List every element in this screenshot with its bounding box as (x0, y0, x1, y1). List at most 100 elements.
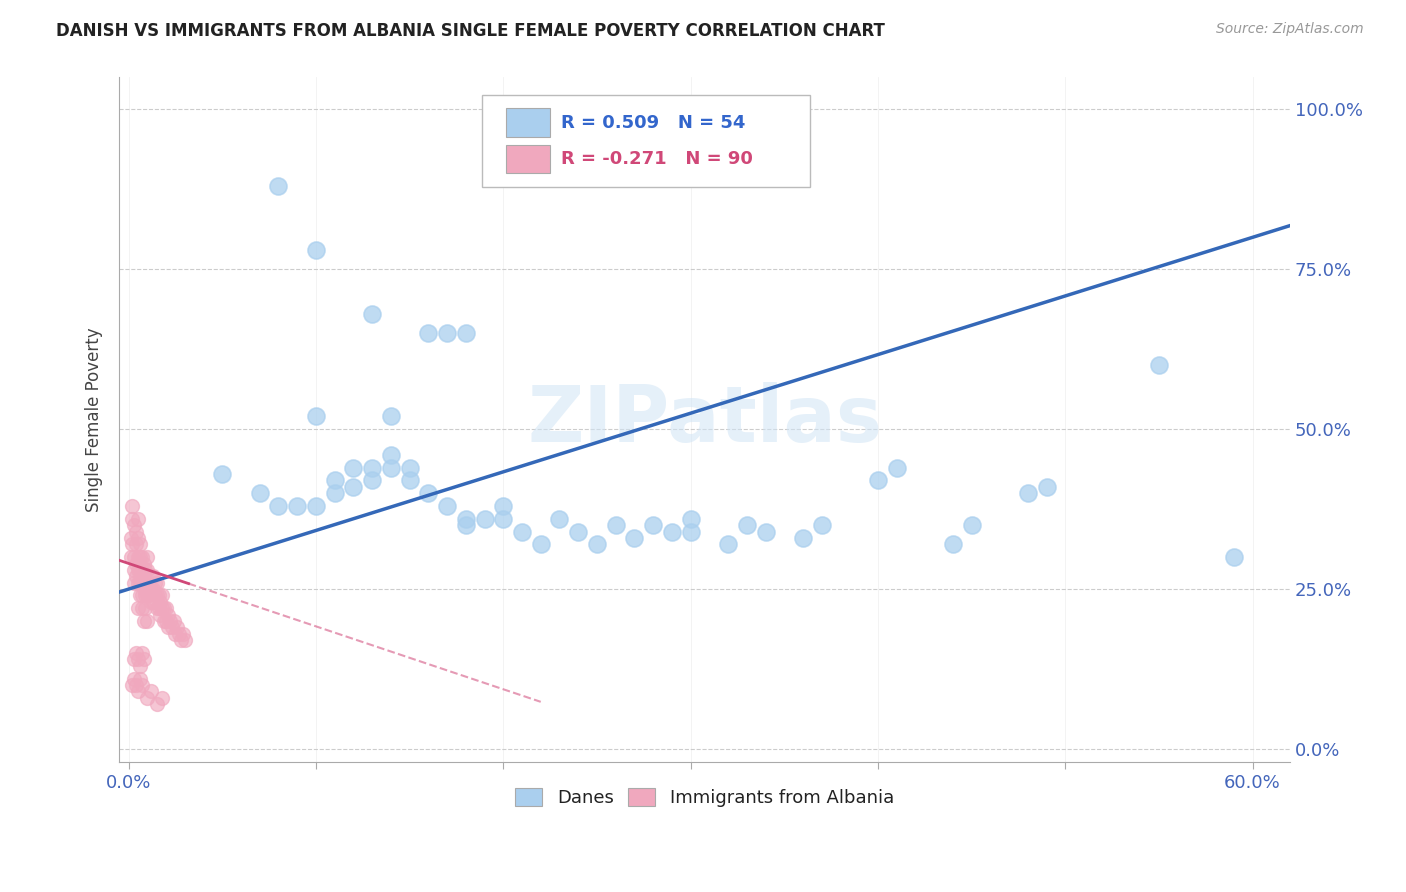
Point (121, 678, 143, 692)
Point (167, 627, 190, 641)
Point (131, 550, 153, 565)
Point (128, 537, 150, 551)
Point (342, 480, 364, 494)
Point (285, 499, 308, 513)
Point (170, 633, 193, 648)
Point (454, 326, 477, 341)
Point (150, 601, 173, 615)
Point (128, 550, 150, 565)
Point (136, 550, 159, 565)
Point (127, 601, 149, 615)
Point (454, 518, 477, 533)
Point (153, 601, 176, 615)
Point (211, 467, 233, 481)
Point (145, 575, 167, 590)
Point (149, 595, 172, 609)
Point (139, 595, 162, 609)
Point (121, 537, 143, 551)
Bar (506, 145, 550, 173)
Point (136, 614, 159, 628)
Point (361, 307, 384, 321)
Point (122, 672, 145, 686)
Point (305, 499, 328, 513)
Point (150, 589, 173, 603)
Point (143, 589, 166, 603)
Point (886, 460, 908, 475)
Point (121, 499, 143, 513)
Point (143, 575, 166, 590)
Point (249, 486, 271, 500)
Point (567, 524, 589, 539)
Point (139, 684, 162, 698)
Point (128, 672, 150, 686)
Point (134, 563, 156, 577)
Point (361, 474, 384, 488)
Point (136, 589, 159, 603)
Point (454, 512, 477, 526)
Point (530, 537, 553, 551)
Point (122, 575, 145, 590)
Point (134, 575, 156, 590)
Point (132, 652, 155, 666)
Point (679, 524, 702, 539)
Point (267, 179, 290, 194)
Point (136, 563, 159, 577)
Point (754, 524, 776, 539)
Point (156, 620, 179, 634)
Point (127, 550, 149, 565)
Point (866, 474, 889, 488)
Point (142, 582, 165, 596)
Point (361, 460, 384, 475)
Point (132, 569, 155, 583)
Point (267, 499, 290, 513)
Point (128, 575, 150, 590)
Point (643, 518, 665, 533)
Bar (506, 108, 550, 137)
Text: R = -0.271   N = 90: R = -0.271 N = 90 (561, 150, 752, 168)
Point (125, 569, 148, 583)
Point (380, 409, 402, 424)
Point (160, 620, 183, 634)
Point (127, 512, 149, 526)
Point (127, 684, 149, 698)
Point (121, 512, 143, 526)
Point (323, 474, 346, 488)
Point (1147, 358, 1170, 372)
Point (136, 690, 159, 705)
Point (166, 620, 188, 634)
Point (132, 557, 155, 571)
Point (436, 499, 458, 513)
Point (155, 601, 177, 615)
Point (679, 512, 702, 526)
Point (305, 409, 328, 424)
Point (510, 524, 533, 539)
Point (156, 607, 179, 622)
Point (131, 601, 153, 615)
Point (127, 531, 149, 545)
Point (142, 595, 165, 609)
Point (120, 531, 142, 545)
Point (548, 512, 571, 526)
Point (145, 697, 167, 711)
Point (165, 627, 187, 641)
Point (159, 614, 181, 628)
Point (436, 326, 458, 341)
Point (305, 243, 328, 257)
Point (122, 518, 145, 533)
Point (145, 601, 167, 615)
Point (145, 589, 167, 603)
Point (162, 614, 184, 628)
Point (128, 658, 150, 673)
Point (134, 601, 156, 615)
Point (120, 550, 142, 565)
Point (131, 563, 153, 577)
Point (138, 589, 160, 603)
Point (323, 486, 346, 500)
Point (132, 582, 155, 596)
Point (492, 512, 515, 526)
Point (139, 569, 162, 583)
Point (492, 499, 515, 513)
Point (173, 633, 195, 648)
Point (398, 460, 420, 475)
Point (474, 512, 496, 526)
